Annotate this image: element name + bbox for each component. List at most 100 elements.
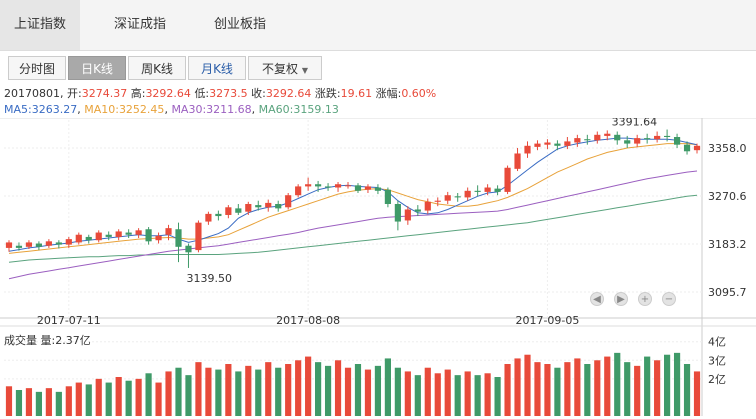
candle-body: [35, 243, 42, 247]
volume-bar: [295, 360, 302, 416]
scroll-right-button[interactable]: ▶: [614, 292, 628, 306]
candle-body: [265, 202, 272, 208]
close-label: 收:: [251, 87, 266, 100]
volume-bar: [105, 382, 112, 416]
tab-monthly-k[interactable]: 月K线: [188, 56, 246, 80]
volume-bar: [494, 377, 501, 416]
scroll-left-button[interactable]: ◀: [590, 292, 604, 306]
candle-body: [604, 133, 611, 136]
zoom-in-button[interactable]: +: [638, 292, 652, 306]
volume-tick-label: 2亿: [708, 373, 726, 386]
price-tick-label: 3270.6: [708, 190, 747, 203]
candle-body: [215, 213, 222, 217]
volume-bar: [25, 388, 33, 416]
candle-body: [683, 144, 691, 152]
ma10-label: MA10:3252.45: [84, 103, 165, 116]
tab-weekly-k[interactable]: 周K线: [128, 56, 186, 80]
candle-body: [15, 245, 23, 248]
volume-bar: [205, 367, 212, 416]
tab-chinext-index[interactable]: 创业板指: [200, 0, 280, 50]
candle-body: [614, 134, 621, 141]
tab-daily-k[interactable]: 日K线: [68, 56, 126, 80]
candle-body: [275, 203, 282, 209]
volume-bar: [524, 354, 531, 416]
caret-down-icon: ▼: [301, 66, 308, 75]
ma5-label: MA5:3263.27: [4, 103, 78, 116]
tab-shenzhen-index[interactable]: 深证成指: [100, 0, 180, 50]
candle-body: [654, 135, 661, 140]
open-value: 3274.37: [81, 87, 128, 100]
volume-bar: [195, 362, 202, 416]
volume-bar: [414, 375, 421, 416]
candle-body: [444, 195, 451, 201]
low-value: 3273.5: [209, 87, 248, 100]
volume-bar: [265, 362, 272, 416]
tab-shanghai-index[interactable]: 上证指数: [0, 0, 80, 50]
volume-bar: [673, 352, 681, 416]
candle-body: [5, 242, 13, 248]
candle-body: [305, 184, 312, 187]
volume-bar: [434, 373, 441, 416]
volume-bar: [664, 354, 671, 416]
candle-body: [255, 205, 262, 208]
candle-body: [494, 188, 501, 192]
candle-body: [374, 187, 382, 191]
candle-body: [404, 209, 411, 221]
candle-body: [25, 242, 33, 247]
volume-bar: [255, 369, 262, 416]
volume-bar: [504, 364, 511, 416]
volume-bar: [115, 377, 122, 416]
volume-bar: [75, 382, 82, 416]
close-value: 3292.64: [265, 87, 312, 100]
volume-bar: [235, 371, 242, 416]
tab-label: 月K线: [201, 62, 233, 76]
date-tick-label: 2017-08-08: [276, 314, 340, 327]
pct-label: 涨幅:: [375, 87, 402, 100]
volume-bar: [454, 375, 461, 416]
candle-body: [115, 231, 122, 237]
volume-bar: [604, 356, 611, 416]
candle-body: [434, 200, 441, 202]
candle-body: [125, 232, 132, 235]
candle-body: [135, 230, 142, 235]
pct-value: 0.60%: [401, 87, 437, 100]
ohlc-info: 20170801, 开:3274.37 高:3292.64 低:3273.5 收…: [4, 87, 437, 100]
tab-label: 周K线: [141, 62, 173, 76]
ma30-line: [8, 170, 698, 280]
volume-bar: [35, 391, 42, 416]
volume-bar: [225, 364, 232, 416]
candle-body: [564, 141, 571, 146]
candle-body: [245, 203, 252, 212]
candle-body: [454, 196, 461, 198]
volume-bar: [5, 386, 13, 416]
volume-bar: [484, 373, 491, 416]
price-tick-label: 3183.2: [708, 238, 747, 251]
candle-body: [65, 239, 72, 245]
index-tab-bar: 上证指数 深证成指 创业板指: [0, 0, 756, 51]
volume-bar: [285, 364, 292, 416]
candle-body: [574, 138, 581, 143]
volume-bar: [165, 371, 172, 416]
ma30-label: MA30:3211.68: [171, 103, 252, 116]
volume-bar: [594, 360, 601, 416]
volume-bar: [324, 365, 332, 416]
adjust-dropdown[interactable]: 不复权 ▼: [248, 56, 322, 80]
volume-bar: [534, 362, 541, 416]
candle-body: [554, 143, 561, 146]
ma10-line: [8, 143, 698, 254]
volume-bar: [155, 382, 162, 416]
tab-intraday[interactable]: 分时图: [8, 56, 66, 80]
volume-bar: [95, 378, 102, 416]
tab-label: 创业板指: [213, 17, 266, 32]
kline-chart: 3445.43358.03270.63183.23095.72017-07-11…: [0, 94, 756, 416]
volume-bar: [275, 367, 282, 416]
zoom-out-button[interactable]: −: [662, 292, 676, 306]
candle-body: [664, 135, 671, 138]
volume-bar: [464, 371, 471, 416]
candle-body: [295, 186, 302, 196]
candle-body: [414, 209, 421, 212]
candle-body: [644, 138, 651, 140]
volume-bar: [374, 365, 382, 416]
volume-bar: [554, 367, 561, 416]
info-date: 20170801: [4, 87, 60, 100]
